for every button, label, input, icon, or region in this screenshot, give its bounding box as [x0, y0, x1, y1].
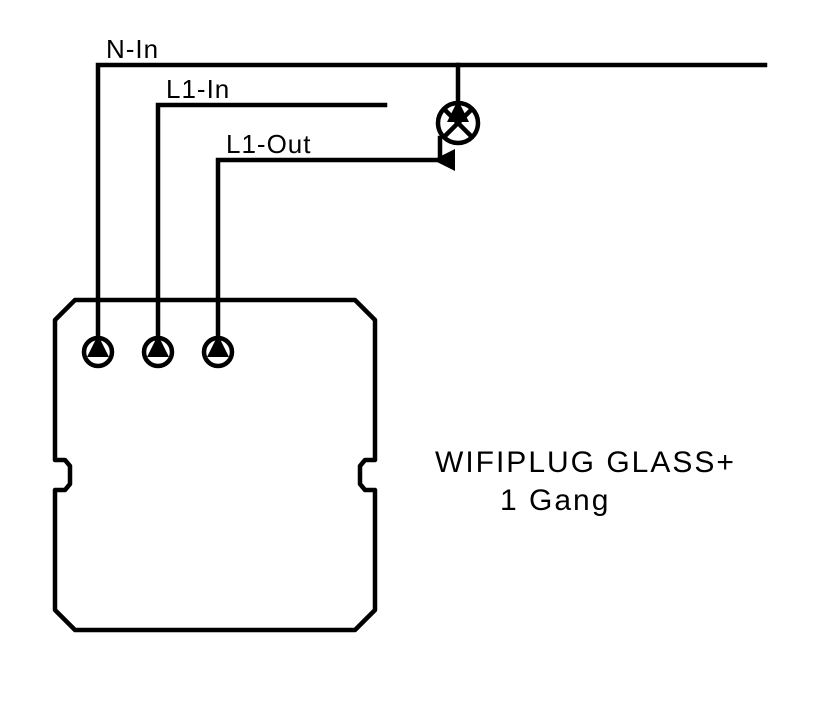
label-n-in: N-In	[106, 34, 159, 64]
wire-l1_out	[218, 138, 440, 335]
product-title: WIFIPLUG GLASS+	[435, 446, 736, 479]
label-l1-out: L1-Out	[226, 129, 312, 159]
arrow-to_lamp_left	[433, 149, 455, 171]
product-subtitle: 1 Gang	[500, 484, 610, 517]
label-l1-in: L1-In	[166, 74, 230, 104]
